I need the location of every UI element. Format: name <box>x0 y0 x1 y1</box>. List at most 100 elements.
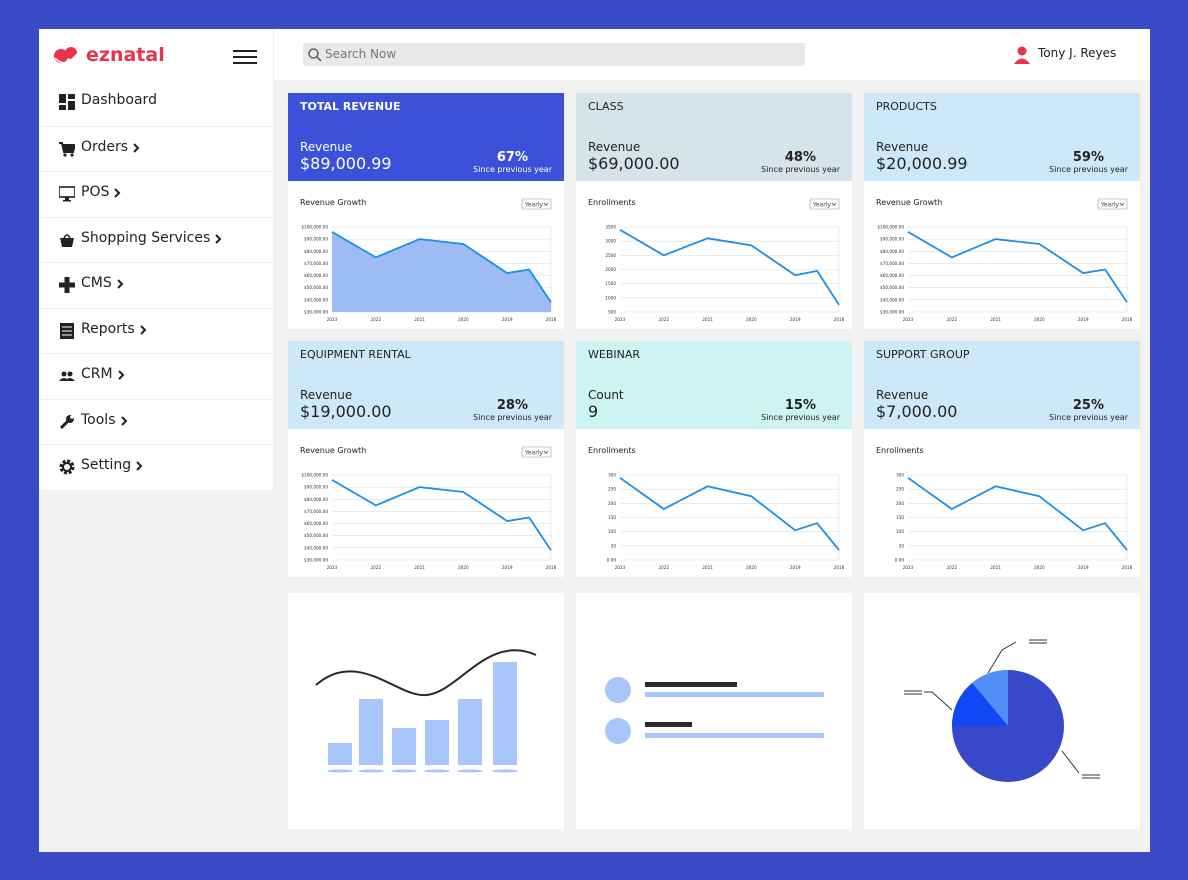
search-placeholder: Search Now <box>325 47 397 61</box>
nav-icon <box>59 277 75 293</box>
select-box[interactable] <box>809 198 840 210</box>
nav-label[interactable]: Reports <box>81 320 135 337</box>
y-tick-label: $40,000.00 <box>304 545 328 550</box>
x-tick-label: 2019 <box>790 317 801 322</box>
search-icon <box>308 48 322 62</box>
y-tick-label: $60,000.00 <box>304 521 328 526</box>
chart-title: Enrollments <box>588 198 636 207</box>
select-box[interactable] <box>1097 198 1128 210</box>
select-value: Yearly <box>524 450 543 457</box>
nav-item[interactable]: Dashboard <box>39 80 273 126</box>
user-avatar[interactable] <box>1012 44 1032 66</box>
chart-title: Enrollments <box>876 446 924 455</box>
y-tick-label: $80,000.00 <box>880 249 904 254</box>
stat-card: TOTAL REVENUE Revenue $89,000.99 67% Since p… <box>288 93 564 329</box>
bar-illustration <box>315 649 537 773</box>
line <box>619 229 840 306</box>
nav-item[interactable]: Orders <box>39 125 273 172</box>
y-tick-label: $80,000.00 <box>304 497 328 502</box>
card-title: PRODUCTS <box>876 100 937 113</box>
x-tick-label: 2022 <box>370 317 381 322</box>
metric-value: $7,000.00 <box>876 402 958 421</box>
menu-icon[interactable] <box>233 62 257 64</box>
card-title: SUPPORT GROUP <box>876 348 970 361</box>
nav-item[interactable]: Setting <box>39 444 273 490</box>
logo-part <box>54 53 78 64</box>
chevron <box>133 142 140 153</box>
top-bar: eznatal Search Now Tony J. Reyes <box>39 29 1150 80</box>
line <box>907 477 1128 551</box>
nav-item[interactable]: POS <box>39 171 273 217</box>
nav-item[interactable]: CMS <box>39 262 273 308</box>
metric-value: $19,000.00 <box>300 402 392 421</box>
nav-label[interactable]: Setting <box>81 457 132 473</box>
x-tick-label: 2020 <box>458 565 469 570</box>
chevron <box>136 461 143 471</box>
x-tick-label: 2022 <box>946 317 957 322</box>
mini-chart: Enrollments 0.00 50 100 150 200 250 300 2023 2022… <box>876 446 1133 570</box>
y-tick-label: 0.00 <box>895 558 905 563</box>
y-tick-label: 3000 <box>605 239 616 244</box>
nav-label[interactable]: POS <box>81 184 110 200</box>
nav-icon <box>59 141 75 157</box>
card-title: CLASS <box>588 100 624 113</box>
metric-value: $20,000.99 <box>876 154 968 173</box>
nav-item[interactable]: Reports <box>39 307 273 354</box>
illustration-card <box>576 593 852 829</box>
change-note: Since previous year <box>1049 413 1128 422</box>
y-tick-label: 1000 <box>605 295 616 300</box>
nav-label[interactable]: Tools <box>81 411 116 428</box>
y-tick-label: $30,000.00 <box>304 558 328 563</box>
select-arrow <box>831 202 837 207</box>
select-box[interactable] <box>521 446 552 458</box>
y-tick-label: 100 <box>896 529 904 534</box>
menu-icon[interactable] <box>233 56 257 58</box>
x-tick-label: 2023 <box>327 565 338 570</box>
nav-label[interactable]: Shopping Services <box>81 229 211 246</box>
logo-part <box>65 47 77 59</box>
nav-label[interactable]: CRM <box>81 366 113 382</box>
user-name[interactable]: Tony J. Reyes <box>1038 46 1117 60</box>
y-tick-label: $50,000.00 <box>304 285 328 290</box>
stat-card: CLASS Revenue $69,000.00 48% Since previous … <box>576 93 852 329</box>
nav-item[interactable]: Tools <box>39 398 273 445</box>
select-value: Yearly <box>524 202 543 209</box>
x-tick-label: 2021 <box>414 565 425 570</box>
change-note: Since previous year <box>761 165 840 174</box>
y-tick-label: $90,000.00 <box>304 485 328 490</box>
change-note: Since previous year <box>761 413 840 422</box>
x-tick-label: 2022 <box>370 565 381 570</box>
select-box[interactable] <box>521 198 552 210</box>
nav-item[interactable]: CRM <box>39 353 273 399</box>
change-percent: 28% <box>496 398 528 413</box>
y-tick-label: $70,000.00 <box>880 261 904 266</box>
metric-value: 9 <box>588 402 599 421</box>
x-tick-label: 2018 <box>834 317 845 322</box>
metric-value: $89,000.99 <box>300 154 392 173</box>
brand-name: eznatal <box>86 44 165 66</box>
y-tick-label: $90,000.00 <box>880 237 904 242</box>
x-tick-label: 2023 <box>615 317 626 322</box>
y-tick-label: 100 <box>608 529 616 534</box>
y-tick-label: 2500 <box>605 253 616 258</box>
y-tick-label: $100,000.00 <box>301 473 328 478</box>
nav-label[interactable]: Dashboard <box>81 92 157 108</box>
nav-item[interactable]: Shopping Services <box>39 216 273 263</box>
nav-icon <box>60 322 74 339</box>
nav-label[interactable]: CMS <box>81 275 112 291</box>
stat-card: SUPPORT GROUP Revenue $7,000.00 25% Since pr… <box>864 341 1140 577</box>
y-tick-label: $50,000.00 <box>304 533 328 538</box>
x-tick-label: 2019 <box>502 317 513 322</box>
chevron <box>114 188 121 198</box>
y-tick-label: 200 <box>608 501 616 506</box>
x-tick-label: 2021 <box>702 565 713 570</box>
menu-icon[interactable] <box>233 50 257 52</box>
y-tick-label: $40,000.00 <box>880 297 904 302</box>
search-box[interactable]: Search Now <box>303 43 805 66</box>
y-tick-label: $60,000.00 <box>880 273 904 278</box>
nav-label[interactable]: Orders <box>81 138 129 155</box>
line <box>907 231 1128 303</box>
chevron <box>215 233 222 244</box>
y-tick-label: 200 <box>896 501 904 506</box>
y-tick-label: 300 <box>608 473 616 478</box>
